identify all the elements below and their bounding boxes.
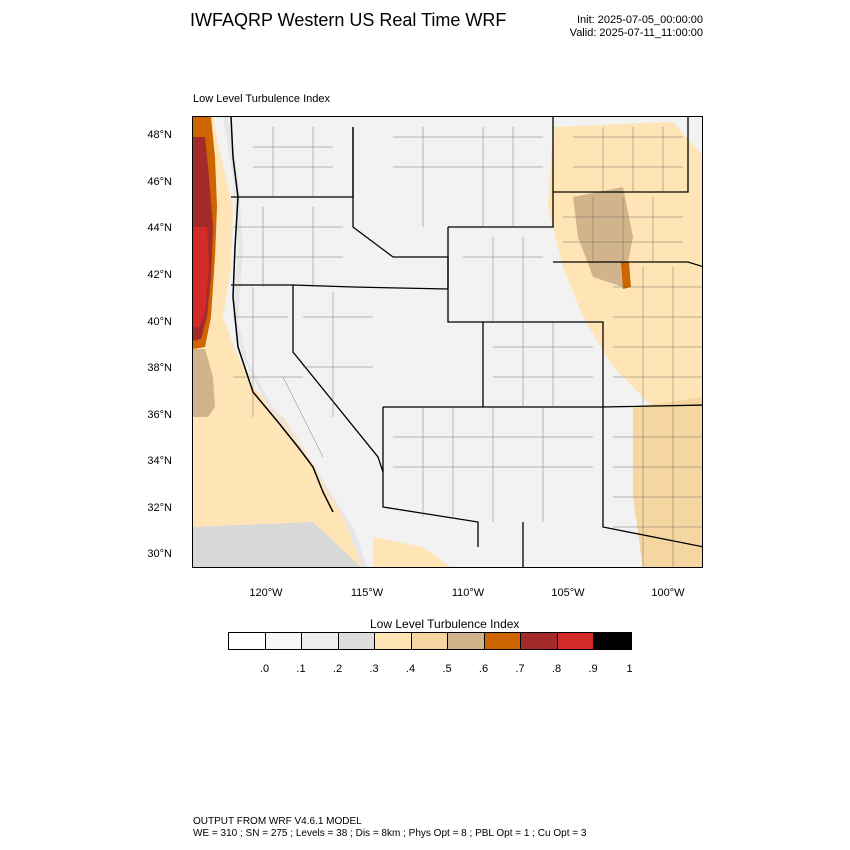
main-title: IWFAQRP Western US Real Time WRF: [190, 10, 507, 30]
colorbar-box-8: [521, 633, 558, 649]
colorbar-box-2: [302, 633, 339, 649]
lat-label-46: 46°N: [147, 176, 172, 188]
lat-label-40: 40°N: [147, 316, 172, 328]
pacific-coastline: [230, 117, 334, 513]
lat-label-36: 36°N: [147, 409, 172, 421]
southern-plains-shading: [633, 397, 702, 567]
texas-border: [602, 407, 702, 548]
colorbar-label-7: .7: [515, 663, 525, 675]
pacific-ocean-shading: [193, 117, 363, 567]
turbulence-red-band: [193, 227, 209, 327]
lat-label-42: 42°N: [147, 269, 172, 281]
colorbar-label-1: .1: [296, 663, 306, 675]
lat-label-34: 34°N: [147, 455, 172, 467]
footer-run-config: WE = 310 ; SN = 275 ; Levels = 38 ; Dis …: [193, 828, 587, 839]
panel-title: Low Level Turbulence Index: [193, 93, 330, 105]
footer-model-info: OUTPUT FROM WRF V4.6.1 MODEL: [193, 816, 362, 827]
plains-orange-spot: [621, 262, 631, 289]
colorbar-box-7: [484, 633, 521, 649]
colorbar: [228, 632, 632, 650]
colorbar-label-2: .2: [332, 663, 343, 675]
lat-label-48: 48°N: [147, 129, 172, 141]
lon-label-105: 105°W: [551, 587, 585, 599]
lat-label-38: 38°N: [147, 362, 172, 374]
colorbar-label-3: .3: [369, 663, 379, 675]
map-panel: [192, 116, 703, 568]
colorbar-box-0: [229, 633, 266, 649]
colorbar-box-3: [338, 633, 375, 649]
ocean-gray-south: [193, 522, 361, 567]
map-svg: [193, 117, 702, 567]
colorbar-box-5: [411, 633, 448, 649]
south-dakota-nebraska-border: [553, 261, 702, 268]
lat-label-44: 44°N: [147, 222, 172, 234]
lon-label-100: 100°W: [651, 587, 685, 599]
oregon-california-nevada-border: [231, 284, 449, 290]
california-nevada-border: [292, 285, 384, 473]
gulf-of-california-shading: [373, 537, 451, 567]
north-dakota-south-dakota-border: [553, 117, 689, 193]
colorbar-label-5: .5: [442, 663, 452, 675]
init-time: Init: 2025-07-05_00:00:00: [577, 14, 703, 26]
arizona-new-mexico-border: [382, 407, 479, 547]
colorbar-box-9: [557, 633, 594, 649]
colorbar-label-8: .8: [551, 663, 562, 675]
colorbar-label-9: .9: [588, 663, 598, 675]
lat-label-30: 30°N: [147, 548, 172, 560]
lat-label-32: 32°N: [147, 502, 172, 514]
colorbar-label-4: .4: [405, 663, 416, 675]
colorbar-box-4: [375, 633, 412, 649]
valid-time: Valid: 2025-07-11_11:00:00: [569, 27, 703, 39]
colorbar-label-6: .6: [478, 663, 489, 675]
colorbar-box-1: [265, 633, 302, 649]
turbulence-tan-patch: [193, 349, 215, 417]
colorbar-title: Low Level Turbulence Index: [370, 617, 520, 631]
colorbar-box-6: [448, 633, 485, 649]
lon-label-115: 115°W: [350, 587, 384, 599]
wyoming-utah-border: [447, 227, 484, 407]
colorbar-box-10: [594, 633, 631, 649]
colorbar-label-0: .0: [259, 663, 270, 675]
lon-label-110: 110°W: [451, 587, 485, 599]
county-lines: [233, 127, 702, 567]
lon-label-120: 120°W: [249, 587, 283, 599]
colorbar-label-10: 1: [626, 663, 633, 675]
